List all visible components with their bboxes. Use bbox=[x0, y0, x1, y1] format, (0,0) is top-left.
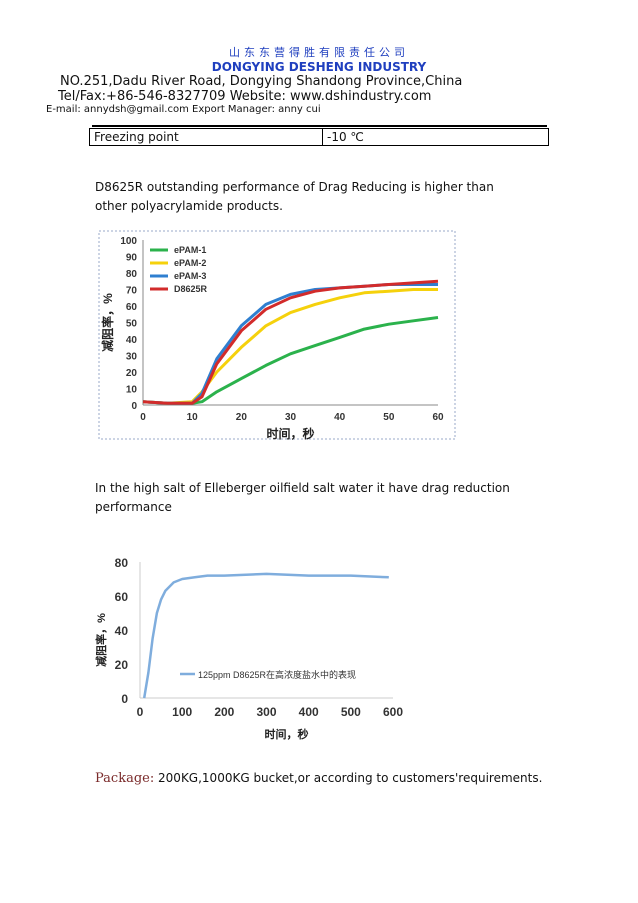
company-name-english: DONGYING DESHENG INDUSTRY bbox=[211, 60, 427, 74]
chart-frame bbox=[98, 230, 456, 440]
company-contact: Tel/Fax:+86-546-8327709 Website: www.dsh… bbox=[58, 89, 432, 104]
y-tick-label: 60 bbox=[115, 590, 129, 604]
y-axis-label: 减阻率，% bbox=[95, 613, 108, 667]
x-tick-label: 60 bbox=[432, 412, 444, 423]
company-address: NO.251,Dadu River Road, Dongying Shandon… bbox=[60, 74, 463, 89]
package-label: Package: bbox=[95, 771, 155, 786]
y-tick-label: 0 bbox=[131, 401, 137, 412]
x-tick-label: 300 bbox=[256, 705, 276, 719]
legend-label: D8625R bbox=[174, 284, 208, 294]
table-label-cell: Freezing point bbox=[90, 129, 323, 145]
series-line-epam-1 bbox=[142, 316, 439, 405]
y-tick-label: 10 bbox=[126, 385, 138, 396]
legend-label: ePAM-3 bbox=[174, 271, 206, 281]
legend-label: 125ppm D8625R在高浓度盐水中的表现 bbox=[198, 669, 356, 680]
y-tick-label: 50 bbox=[126, 319, 138, 330]
x-tick-label: 400 bbox=[299, 705, 319, 719]
y-axis-label: 减阻率，% bbox=[100, 293, 115, 352]
y-tick-label: 70 bbox=[126, 286, 138, 297]
y-tick-label: 30 bbox=[126, 352, 138, 363]
y-tick-label: 100 bbox=[120, 236, 137, 247]
series-line-d8625r bbox=[142, 279, 439, 405]
x-tick-label: 20 bbox=[236, 412, 248, 423]
x-tick-label: 500 bbox=[341, 705, 361, 719]
series-line-epam-3 bbox=[142, 283, 438, 405]
series-line-125ppm bbox=[142, 572, 389, 699]
legend-label: ePAM-1 bbox=[174, 245, 206, 255]
package-text: 200KG,1000KG bucket,or according to cust… bbox=[154, 771, 543, 785]
legend-label: ePAM-2 bbox=[174, 258, 206, 268]
y-tick-label: 20 bbox=[126, 368, 138, 379]
header-divider bbox=[92, 125, 547, 127]
y-tick-label: 80 bbox=[115, 556, 129, 570]
x-tick-label: 600 bbox=[383, 705, 403, 719]
properties-table-row: Freezing point -10 ℃ bbox=[89, 128, 549, 146]
high-salt-drag-reduction-chart: 0 20 40 60 80 0 100 200 300 400 500 600 时间，秒 减阻率，% 125… bbox=[95, 556, 403, 741]
paragraph-drag-reducing: D8625R outstanding performance of Drag R… bbox=[95, 180, 494, 213]
paragraph-high-salt: In the high salt of Elleberger oilfield … bbox=[95, 481, 510, 514]
y-tick-label: 0 bbox=[121, 692, 128, 706]
package-line: Package: 200KG,1000KG bucket,or accordin… bbox=[95, 771, 542, 786]
y-tick-label: 80 bbox=[126, 269, 138, 280]
company-name-chinese: 山东东营得胜有限责任公司 bbox=[229, 46, 409, 59]
x-tick-label: 50 bbox=[383, 412, 395, 423]
x-tick-label: 0 bbox=[140, 412, 146, 423]
x-tick-label: 40 bbox=[334, 412, 346, 423]
x-axis-label: 时间，秒 bbox=[265, 727, 309, 741]
drag-reduction-comparison-chart: 0 10 20 30 40 50 60 70 80 90 100 0 10 20 30 40 50 60 时间，秒 减… bbox=[98, 230, 456, 440]
series-line-epam-2 bbox=[142, 288, 438, 405]
x-tick-label: 0 bbox=[137, 705, 144, 719]
x-tick-label: 10 bbox=[187, 412, 199, 423]
x-tick-label: 200 bbox=[214, 705, 234, 719]
company-email: E-mail: annydsh@gmail.com Export Manager… bbox=[46, 104, 321, 115]
table-value-cell: -10 ℃ bbox=[327, 130, 364, 144]
y-tick-label: 20 bbox=[115, 658, 129, 672]
x-tick-label: 30 bbox=[285, 412, 297, 423]
x-tick-label: 100 bbox=[172, 705, 192, 719]
y-tick-label: 40 bbox=[126, 335, 138, 346]
y-tick-label: 60 bbox=[126, 302, 138, 313]
y-tick-label: 90 bbox=[126, 253, 138, 264]
x-axis-label: 时间，秒 bbox=[266, 426, 314, 440]
y-tick-label: 40 bbox=[115, 624, 129, 638]
